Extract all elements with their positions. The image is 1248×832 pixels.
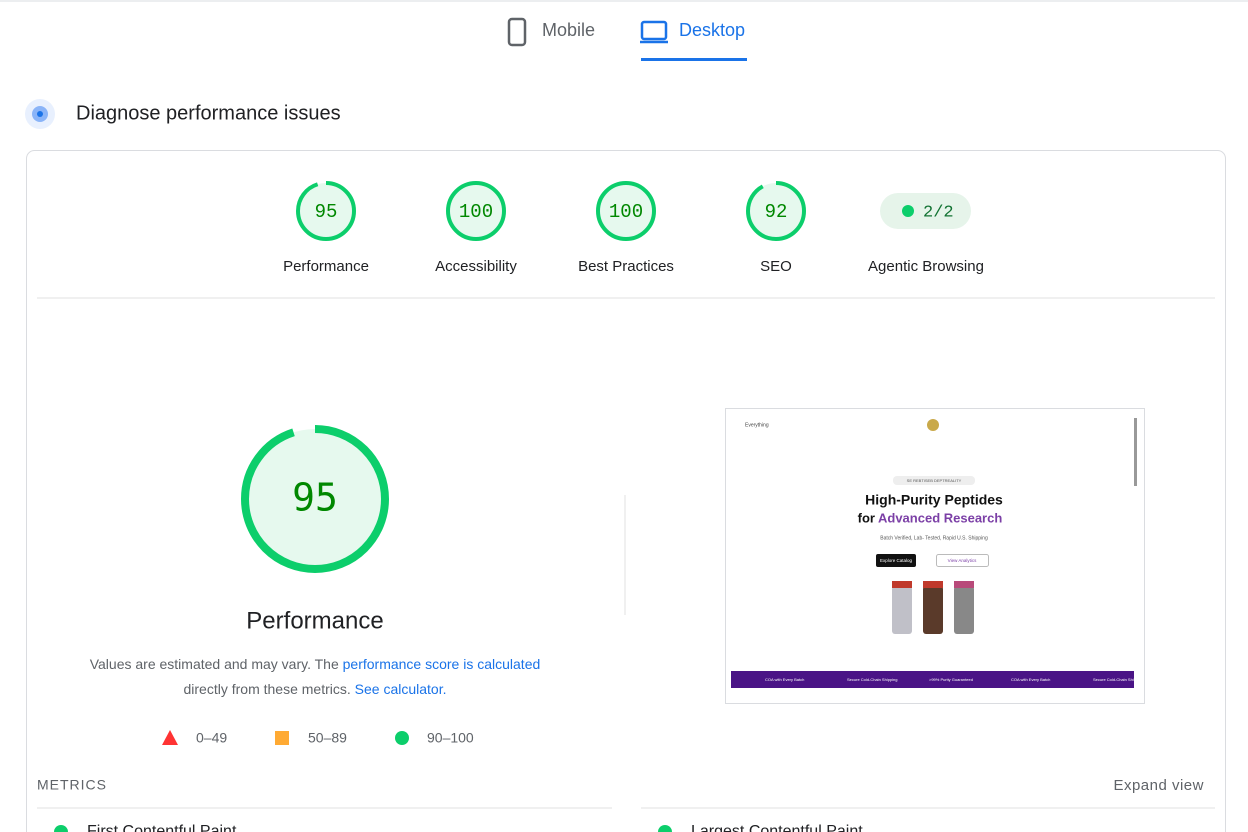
legend-pass-icon <box>395 731 409 745</box>
desktop-icon <box>640 20 668 41</box>
preview-vial-cap <box>954 581 974 588</box>
note-text: directly from these metrics. <box>183 681 351 697</box>
preview-sub: Batch Verified, Lab- Tested, Rapid U.S. … <box>880 535 988 541</box>
gauge-label: Performance <box>246 607 383 634</box>
gauge-arc <box>596 181 656 241</box>
preview-nav: Everything <box>745 422 769 428</box>
gauge-score: 95 <box>292 476 338 520</box>
preview-headline: High-Purity Peptides <box>865 492 1003 508</box>
gauge-bg <box>748 183 804 239</box>
expand-view[interactable]: Expand view <box>1113 777 1204 794</box>
gauge-bg <box>448 183 504 239</box>
note-line: directly from these metrics. See calcula… <box>40 681 590 697</box>
legend-fail-icon <box>162 730 178 745</box>
note-text: Values are estimated and may vary. The <box>89 656 339 672</box>
preview-logo <box>927 419 939 431</box>
score-label: SEO <box>760 258 792 275</box>
preview-vial <box>923 586 943 634</box>
desktop-tab[interactable]: Desktop <box>640 20 747 61</box>
section-icon-dot <box>37 111 43 117</box>
badge-dot <box>902 205 914 217</box>
metric-icon <box>54 825 68 832</box>
mobile-icon <box>507 17 527 47</box>
gauge-score: 95 <box>315 201 338 223</box>
tab-label[interactable]: Desktop <box>679 20 745 40</box>
preview-vial <box>954 586 974 634</box>
metric-name: Largest Contentful Paint <box>691 823 863 832</box>
preview-banner-item: Secure Cold-Chain Shipping <box>847 677 897 682</box>
score-label: Accessibility <box>435 258 517 275</box>
preview-button-text: View Analytics <box>948 558 977 563</box>
preview-banner-item: Secure Cold-Chain Shipping <box>1093 677 1143 682</box>
gauge-arc <box>296 181 356 241</box>
preview-badge: SE REBTISEB DEPTREALITY <box>907 478 962 483</box>
preview-vial <box>892 586 912 634</box>
gauge-arc <box>446 181 506 241</box>
section-title: Diagnose performance issues <box>76 102 341 124</box>
score-label: Performance <box>283 258 369 275</box>
gauge-arc <box>746 181 806 241</box>
note-line: Values are estimated and may vary. The p… <box>40 656 590 672</box>
gauge-arc <box>241 425 389 573</box>
score-label: Agentic Browsing <box>868 258 984 275</box>
gauge-bg <box>298 183 354 239</box>
tab-label[interactable]: Mobile <box>542 20 595 40</box>
score-label: Best Practices <box>578 258 674 275</box>
metric-name: First Contentful Paint <box>87 823 237 832</box>
legend-label: 90–100 <box>427 730 474 746</box>
preview-scrollbar <box>1134 418 1137 486</box>
legend-label: 50–89 <box>308 730 347 746</box>
preview-button <box>876 554 916 567</box>
note-link[interactable]: See calculator. <box>354 681 447 697</box>
preview-button <box>936 554 989 567</box>
preview-vial-cap <box>923 581 943 588</box>
preview-banner <box>731 671 1134 688</box>
preview-headline: Advanced Research <box>878 510 1002 525</box>
preview-badge-bg <box>893 476 975 485</box>
preview-headline: for <box>858 510 875 525</box>
preview-frame <box>725 408 1145 704</box>
preview-button-text: Explore Catalog <box>880 558 913 563</box>
card <box>26 150 1226 832</box>
metric-icon <box>658 825 672 832</box>
preview-banner-item: COA with Every Batch <box>1011 677 1050 682</box>
badge-text: 2/2 <box>923 203 954 222</box>
gauge-score: 100 <box>609 201 643 223</box>
gauge-bg <box>598 183 654 239</box>
note-link[interactable]: performance score is calculated <box>342 656 541 672</box>
gauge-score: 100 <box>459 201 493 223</box>
mobile-tab[interactable]: Mobile <box>507 17 595 47</box>
preview-banner-items: COA with Every Batch Secure Cold-Chain Sh… <box>765 677 1143 682</box>
preview-banner-item: >99% Purity Guaranteed <box>929 677 973 682</box>
metrics-heading: METRICS <box>37 777 107 793</box>
active-underline <box>641 58 747 61</box>
preview-vial-cap <box>892 581 912 588</box>
preview-banner-item: COA with Every Batch <box>765 677 804 682</box>
legend-label: 0–49 <box>196 730 227 746</box>
gauge-score: 92 <box>765 201 788 223</box>
gauge-bg <box>245 429 385 569</box>
agentic-badge <box>880 193 971 229</box>
screenshot-preview: Everything SE REBTISEB DEPTREALITY High-… <box>725 408 1145 704</box>
gauges: 95 Performance 100 Accessibility 100 Best Pra… <box>241 181 806 573</box>
legend-average-icon <box>275 731 289 745</box>
